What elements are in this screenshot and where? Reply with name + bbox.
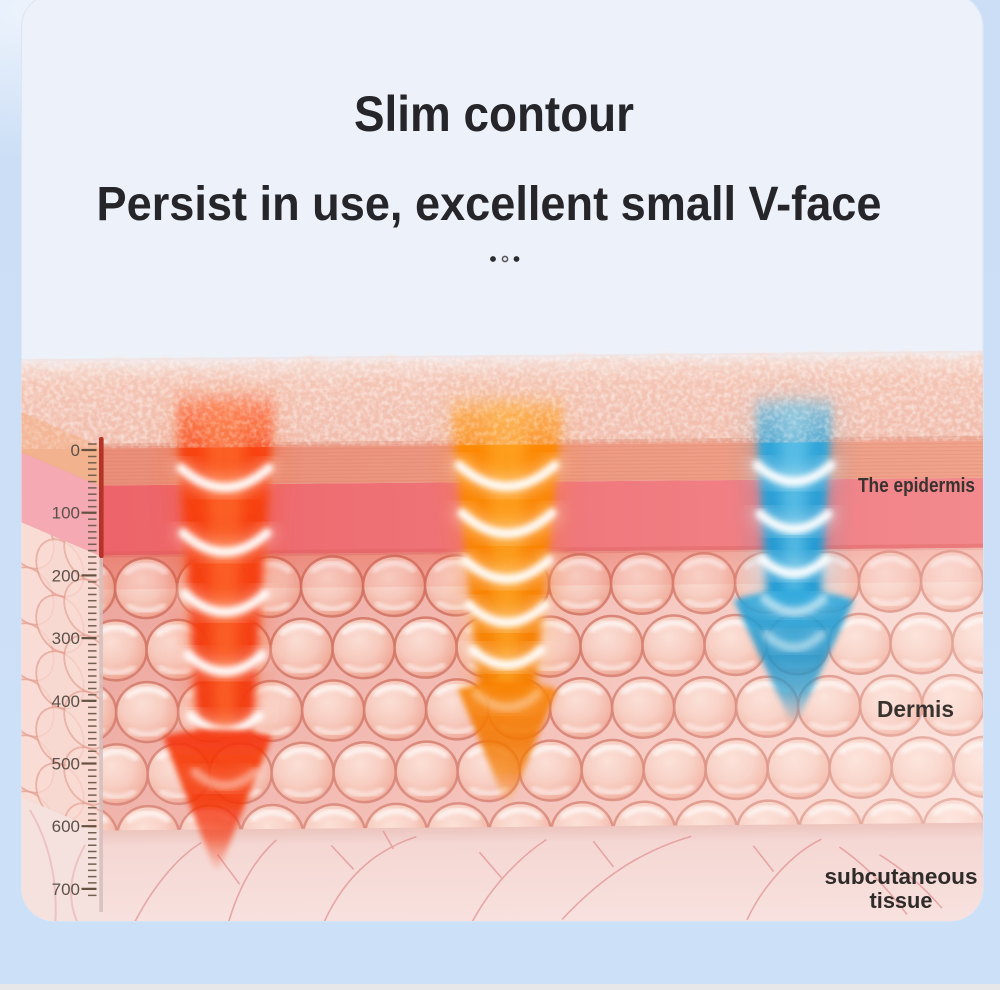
svg-text:Slim contour: Slim contour xyxy=(354,86,634,142)
svg-text:Dermis: Dermis xyxy=(877,696,954,722)
svg-text:500: 500 xyxy=(52,755,80,774)
svg-text:300: 300 xyxy=(52,629,80,648)
svg-text:The epidermis: The epidermis xyxy=(858,475,975,497)
svg-text:Persist in use, excellent smal: Persist in use, excellent small V-face xyxy=(97,178,882,231)
svg-text:0: 0 xyxy=(71,441,80,460)
svg-text:600: 600 xyxy=(52,817,80,836)
svg-text:400: 400 xyxy=(52,692,80,711)
svg-text:200: 200 xyxy=(52,566,80,585)
svg-text:subcutaneous: subcutaneous xyxy=(825,864,978,889)
svg-text:tissue: tissue xyxy=(870,888,933,913)
svg-text:700: 700 xyxy=(52,880,80,899)
svg-text:100: 100 xyxy=(52,504,80,523)
